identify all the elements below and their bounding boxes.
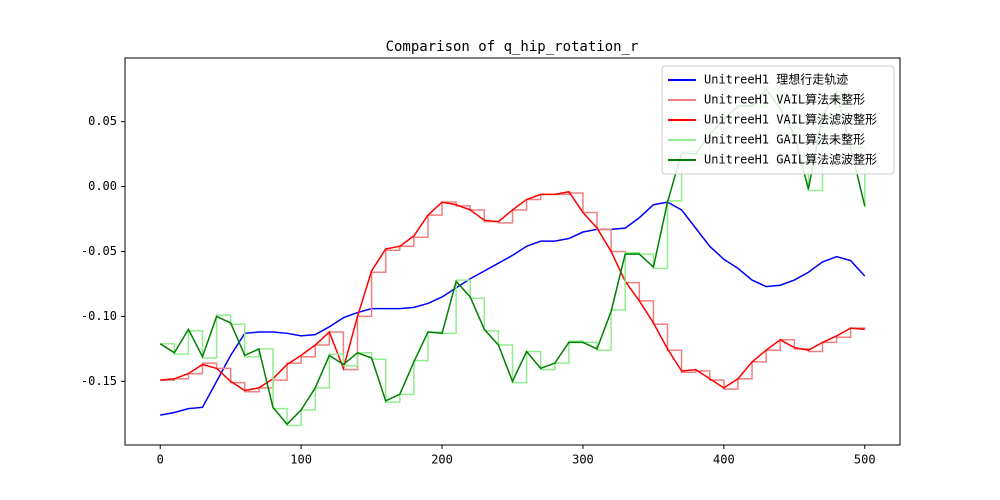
plot-frame	[124, 57, 901, 446]
y-tick-label: 0.00	[88, 179, 117, 193]
legend-box	[661, 65, 895, 175]
x-tick-label: 100	[290, 453, 312, 467]
x-tick-label: 400	[713, 453, 735, 467]
legend-label: UnitreeH1 理想行走轨迹	[704, 72, 848, 87]
x-tick-label: 200	[431, 453, 453, 467]
x-tick-label: 500	[854, 453, 876, 467]
y-tick-label: -0.10	[81, 309, 117, 323]
y-tick-label: 0.05	[88, 114, 117, 128]
legend-label: UnitreeH1 GAIL算法滤波整形	[704, 152, 877, 167]
chart-title: Comparison of q_hip_rotation_r	[386, 39, 639, 55]
x-tick-label: 0	[157, 453, 164, 467]
legend-label: UnitreeH1 VAIL算法未整形	[704, 92, 865, 107]
series-line	[160, 190, 865, 392]
legend-label: UnitreeH1 VAIL算法滤波整形	[704, 112, 877, 127]
series-line	[160, 201, 866, 416]
legend-label: UnitreeH1 GAIL算法未整形	[704, 132, 865, 147]
series-line	[160, 192, 866, 393]
y-tick-label: -0.15	[81, 374, 117, 388]
x-tick-label: 300	[572, 453, 594, 467]
y-tick-label: -0.05	[81, 244, 117, 258]
